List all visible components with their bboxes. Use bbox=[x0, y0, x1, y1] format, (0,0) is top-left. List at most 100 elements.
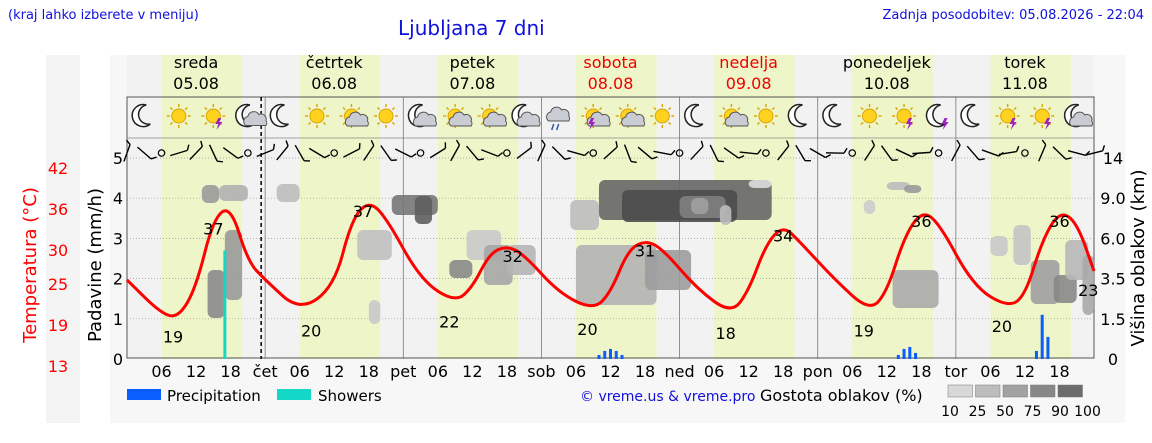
temperature-label: 20 bbox=[992, 317, 1012, 336]
partly-cloudy-night-icon bbox=[235, 103, 268, 128]
day-date-label: 10.08 bbox=[864, 74, 910, 93]
precipitation-bar bbox=[902, 348, 906, 359]
sun-icon bbox=[166, 104, 191, 128]
wind-barb bbox=[189, 140, 203, 160]
temperature-line bbox=[125, 203, 1096, 318]
sun-thunder-icon bbox=[892, 104, 917, 130]
cloud-cover-area bbox=[719, 205, 732, 225]
barb-shaft bbox=[637, 146, 653, 160]
precip-tick-label: 3 bbox=[113, 229, 123, 248]
barb-feather bbox=[530, 141, 533, 148]
day-name-label: sreda bbox=[174, 53, 218, 72]
sun-ray bbox=[480, 121, 484, 125]
barb-shaft bbox=[981, 149, 1000, 157]
day-name-label: torek bbox=[1004, 53, 1046, 72]
barb-shaft bbox=[912, 151, 931, 155]
cloud-cover-area bbox=[886, 182, 910, 190]
barb-feather bbox=[200, 140, 203, 147]
sun-icon bbox=[753, 104, 778, 128]
temperature-label: 18 bbox=[715, 324, 735, 343]
cloud-cover-area bbox=[1053, 275, 1077, 303]
wind-barb bbox=[480, 149, 504, 157]
sun-icon bbox=[304, 104, 329, 128]
barb-feather bbox=[785, 140, 790, 147]
calm-circle bbox=[330, 149, 339, 157]
day-abbrev-label: čet bbox=[253, 362, 278, 381]
calm-circle bbox=[848, 149, 857, 157]
hour-tick-label: 18 bbox=[635, 362, 655, 381]
hour-tick-label: 18 bbox=[359, 362, 379, 381]
wind-barb bbox=[723, 147, 745, 159]
hour-tick-label: 12 bbox=[1015, 362, 1035, 381]
hour-tick-label: 12 bbox=[462, 362, 482, 381]
temperature-label: 32 bbox=[502, 247, 522, 266]
barb-shaft bbox=[1052, 146, 1067, 160]
wind-barb bbox=[637, 146, 658, 160]
sun-ray bbox=[756, 107, 761, 111]
barb-shaft bbox=[394, 148, 412, 158]
moon-icon bbox=[684, 103, 704, 128]
temp-tick-label: 25 bbox=[48, 275, 68, 294]
moon-thunder-icon bbox=[925, 103, 949, 130]
temperature-label: 37 bbox=[203, 220, 223, 239]
barb-shaft bbox=[308, 147, 326, 159]
barb-feather bbox=[717, 160, 724, 163]
location-hint[interactable]: (kraj lahko izberete v meniju) bbox=[8, 8, 199, 23]
wind-barb bbox=[762, 149, 770, 157]
barb-feather bbox=[978, 158, 985, 161]
sun-ray bbox=[357, 107, 361, 111]
legend-showers-label: Showers bbox=[318, 387, 382, 405]
barb-shaft bbox=[429, 147, 446, 159]
moon-icon bbox=[131, 103, 151, 128]
cloud-sun-icon bbox=[615, 104, 646, 128]
cloud-legend-level: 90 bbox=[1051, 404, 1069, 420]
calm-circle bbox=[157, 149, 166, 157]
barb-feather bbox=[670, 149, 676, 156]
sun-ray bbox=[875, 121, 879, 125]
barb-shaft bbox=[276, 145, 289, 161]
moon-icon bbox=[925, 103, 946, 128]
temperature-label: 19 bbox=[163, 327, 183, 346]
sun-ray bbox=[377, 121, 381, 125]
calm-circle bbox=[762, 149, 770, 157]
precipitation-bar bbox=[896, 354, 900, 359]
cloud-height-tick-label: 1.5 bbox=[1100, 310, 1125, 329]
shower-bar bbox=[223, 250, 227, 359]
barb-feather bbox=[1015, 145, 1020, 152]
cloud-icon bbox=[448, 111, 473, 127]
barb-feather bbox=[805, 160, 811, 162]
barb-shaft bbox=[951, 144, 961, 162]
cloud-moon-icon bbox=[1063, 103, 1094, 128]
sun-ray bbox=[342, 121, 346, 125]
cloud-icon bbox=[243, 111, 268, 126]
wind-barb bbox=[653, 149, 676, 156]
sun-ray bbox=[599, 107, 603, 111]
barb-shaft bbox=[653, 150, 672, 156]
wind-barb bbox=[777, 140, 790, 161]
sun-icon bbox=[378, 108, 394, 124]
wind-barb bbox=[466, 145, 485, 161]
sun-ray bbox=[342, 107, 346, 111]
precip-tick-label: 2 bbox=[113, 270, 123, 289]
temperature-label: 19 bbox=[854, 321, 874, 340]
barb-shaft bbox=[516, 147, 532, 159]
temp-tick-label: 36 bbox=[48, 200, 68, 219]
sun-ray bbox=[756, 121, 761, 125]
calm-circle bbox=[589, 149, 598, 157]
barb-feather bbox=[370, 139, 375, 146]
barb-feather bbox=[956, 139, 961, 146]
wind-barb bbox=[603, 141, 618, 160]
wind-barb bbox=[123, 139, 131, 162]
sun-icon bbox=[171, 108, 187, 124]
cloud-cover-area bbox=[863, 200, 876, 214]
cloud-icon bbox=[483, 111, 507, 127]
barb-shaft bbox=[567, 149, 585, 157]
sun-ray bbox=[633, 107, 637, 111]
temperature-label: 34 bbox=[773, 226, 793, 245]
sun-icon bbox=[1034, 108, 1050, 124]
barb-shaft bbox=[690, 145, 704, 161]
cloud-axis-label: Višina oblakov (km) bbox=[1128, 169, 1149, 346]
sun-ray bbox=[204, 107, 208, 111]
barb-shaft bbox=[623, 144, 632, 162]
day-date-label: 09.08 bbox=[726, 74, 772, 93]
